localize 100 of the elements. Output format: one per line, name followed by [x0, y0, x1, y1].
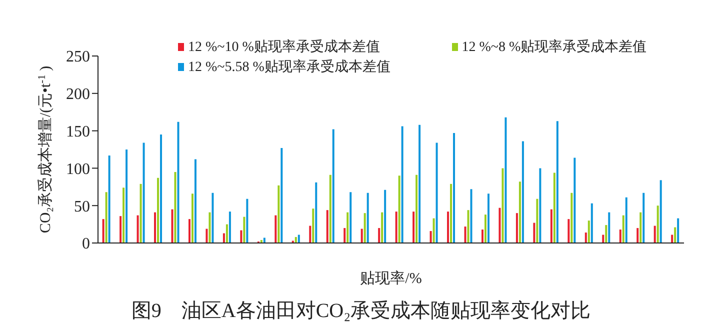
bar [126, 150, 128, 243]
bar [502, 168, 504, 243]
bar [522, 141, 524, 243]
bar [381, 212, 384, 243]
bar [590, 203, 593, 243]
bar [619, 230, 622, 243]
bar [350, 192, 352, 243]
bar [654, 226, 656, 243]
bar [430, 231, 432, 243]
bar [642, 192, 645, 243]
bar [246, 198, 248, 243]
bar [447, 212, 450, 243]
bar [243, 216, 246, 243]
bar [401, 126, 404, 243]
text: 图9 油区A各油田对CO₂承受成本随贴现率变化对比 [130, 299, 592, 324]
bar [329, 174, 332, 243]
y-tick-label: 250 [66, 48, 90, 66]
bar [298, 234, 300, 243]
bar [602, 234, 604, 243]
bar [398, 176, 400, 243]
bar [484, 214, 486, 243]
bar [360, 228, 363, 243]
bar [636, 228, 639, 243]
bar [418, 124, 421, 243]
y-tick-label: 0 [82, 236, 90, 253]
bar [315, 182, 318, 243]
bar [470, 189, 472, 243]
bar [240, 230, 242, 243]
legend-label: 12 %~10 %贴现率承受成本差值 [188, 38, 380, 56]
y-tick-label: 50 [74, 198, 90, 216]
bar [608, 212, 610, 243]
bar [605, 225, 608, 243]
bar [568, 219, 570, 243]
bar [436, 142, 438, 243]
bar [671, 234, 674, 243]
bar [518, 182, 521, 243]
bar [464, 226, 466, 243]
bar [677, 218, 680, 243]
bar [212, 192, 214, 243]
bar [226, 224, 228, 243]
bar [140, 184, 142, 243]
bar [194, 159, 196, 243]
y-tick-label: 200 [66, 86, 90, 104]
bar [539, 168, 542, 243]
legend-label: 12 %~5.58 %贴现率承受成本差值 [188, 58, 390, 76]
bar [280, 148, 283, 243]
bar [487, 194, 490, 243]
bar [498, 208, 501, 243]
bar [102, 219, 104, 243]
bar [395, 212, 398, 243]
bar [191, 194, 194, 243]
bar [432, 218, 435, 243]
bar [450, 184, 452, 243]
bar [384, 190, 386, 243]
bar [228, 212, 231, 243]
bar [366, 192, 369, 243]
bar [136, 215, 139, 243]
bar [157, 178, 160, 243]
x-axis-title: 贴现率/% [360, 270, 422, 287]
bar [378, 228, 380, 243]
bar [625, 197, 628, 243]
bar [346, 212, 349, 243]
y-tick-label: 150 [66, 123, 90, 140]
bar [556, 121, 558, 243]
bar [274, 215, 277, 243]
bar [674, 227, 676, 243]
bar [640, 212, 642, 243]
bar [660, 180, 662, 243]
bar [278, 185, 280, 243]
bar [208, 212, 211, 243]
bar [467, 210, 470, 243]
bar [588, 220, 590, 243]
bar [122, 188, 125, 243]
bar [294, 237, 297, 243]
bar [412, 212, 415, 243]
bar [174, 172, 176, 243]
bar [171, 209, 174, 243]
bar [332, 129, 334, 243]
bar [108, 155, 110, 243]
bar [364, 213, 366, 243]
bar [481, 230, 484, 243]
bar [504, 117, 507, 243]
bar [516, 213, 518, 243]
bar [536, 198, 538, 243]
bar [206, 228, 208, 243]
bar [570, 192, 573, 243]
bar [553, 172, 556, 243]
bar [309, 226, 312, 243]
bar [188, 219, 190, 243]
bar [574, 158, 576, 243]
bar [584, 232, 587, 243]
bar [105, 192, 108, 243]
bar [177, 122, 180, 243]
bar [222, 233, 225, 243]
legend-label: 12 %~8 %贴现率承受成本差值 [462, 38, 647, 56]
bar [142, 142, 145, 243]
bar [154, 212, 156, 243]
bar [550, 209, 552, 243]
bar [344, 228, 346, 243]
bar [533, 222, 536, 243]
